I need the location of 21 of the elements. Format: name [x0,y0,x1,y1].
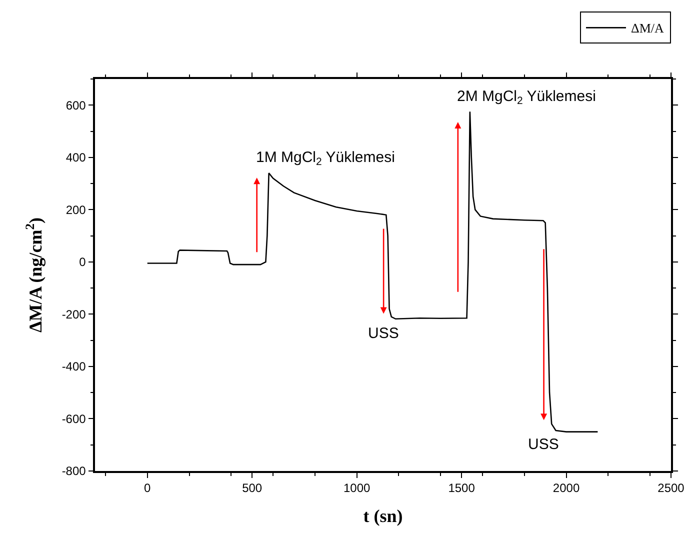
y-tick-label: 200 [66,202,86,217]
x-tick-label: 0 [144,481,152,496]
y-tick-label: 400 [66,150,86,165]
y-tick-label: 0 [79,255,86,270]
x-tick-label: 2500 [658,481,685,496]
x-tick-label: 1000 [343,481,370,496]
annotation: 2M MgCl$_{2}$ Yüklemesi [457,88,596,108]
y-tick-label: -200 [62,307,86,322]
y-tick-label: 600 [66,98,86,112]
legend-label: ΔM/A [631,20,665,36]
y-tick-label: -400 [62,360,86,374]
x-axis-title: t (sn) [363,506,403,526]
annotation: 1M MgCl$_{2}$ Yüklemesi [256,149,395,168]
x-tick-label: 2000 [552,481,580,496]
line-series [146,111,598,432]
x-tick-label: 500 [242,481,262,496]
annotation: USS [368,325,399,342]
y-tick-label: -600 [62,412,86,426]
y-tick-label: -800 [62,464,86,478]
x-tick-label: 1500 [448,481,476,496]
annotation: USS [528,436,559,453]
